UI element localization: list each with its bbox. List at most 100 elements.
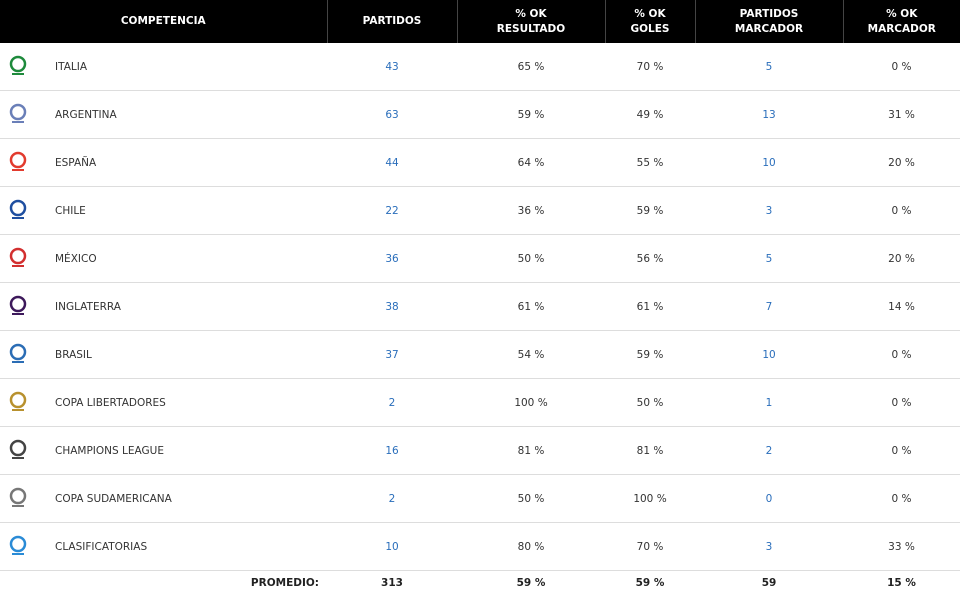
cell-text: 10 <box>762 156 776 169</box>
column-header: % OK MARCADOR <box>843 0 960 43</box>
cell-text: 50 % <box>636 396 664 409</box>
table-row: ESPAÑA 44 64 % 55 % 10 20 % <box>0 138 960 187</box>
cell-text: 36 % <box>517 204 545 217</box>
header-line: GOLES <box>630 22 670 35</box>
cell-text: INGLATERRA <box>55 300 121 313</box>
table-row: ARGENTINA 63 59 % 49 % 13 31 % <box>0 90 960 139</box>
cell-text: 100 % <box>514 396 548 409</box>
stat-cell: 81 % <box>457 426 605 475</box>
stat-cell: 5 <box>695 43 843 91</box>
stat-cell: 81 % <box>605 426 695 475</box>
cell-text: 38 <box>385 300 399 313</box>
league-logo <box>9 487 27 507</box>
cell-text: 0 % <box>891 396 912 409</box>
cell-text: 1 <box>765 396 773 409</box>
stat-cell: 20 % <box>843 138 960 187</box>
league-logo <box>9 439 27 459</box>
stat-cell: 0 % <box>843 378 960 427</box>
footer-cell: 59 <box>761 577 777 589</box>
stat-cell: 0 % <box>843 330 960 379</box>
stat-cell: 61 % <box>605 282 695 331</box>
league-logo <box>9 391 27 411</box>
cell-text: 50 % <box>517 252 545 265</box>
header-line: % OK <box>886 7 918 20</box>
cell-text: ITALIA <box>55 60 88 73</box>
cell-text: 81 % <box>636 444 664 457</box>
stat-cell: 10 <box>327 522 457 571</box>
cell-text: 16 <box>385 444 399 457</box>
column-header: COMPETENCIA <box>0 0 328 43</box>
cell-text: 43 <box>385 60 399 73</box>
stat-cell: 59 % <box>605 330 695 379</box>
cell-text: 100 % <box>633 492 667 505</box>
cell-text: 10 <box>385 540 399 553</box>
stat-cell: 5 <box>695 234 843 283</box>
cell-text: COPA LIBERTADORES <box>55 396 166 409</box>
header-line: RESULTADO <box>496 22 566 35</box>
competition-cell: COPA LIBERTADORES <box>0 378 327 427</box>
cell-text: 7 <box>765 300 773 313</box>
cell-text: CHILE <box>55 204 86 217</box>
stat-cell: 100 % <box>457 378 605 427</box>
stat-cell: 10 <box>695 330 843 379</box>
league-logo <box>9 343 27 363</box>
cell-text: 2 <box>388 396 396 409</box>
competition-cell: ITALIA <box>0 43 327 91</box>
stat-cell: 0 % <box>843 474 960 523</box>
league-logo <box>9 295 27 315</box>
league-logo <box>9 55 27 75</box>
header-line: PARTIDOS <box>739 7 799 20</box>
cell-text: ESPAÑA <box>55 156 97 169</box>
cell-text: 2 <box>388 492 396 505</box>
cell-text: 63 <box>385 108 399 121</box>
competition-cell: ESPAÑA <box>0 138 327 187</box>
header-row: COMPETENCIA PARTIDOS % OK RESULTADO % OK GOLE… <box>0 0 960 43</box>
stat-cell: 0 % <box>843 186 960 235</box>
cell-text: 49 % <box>636 108 664 121</box>
stat-cell: 36 <box>327 234 457 283</box>
cell-text: 2 <box>765 444 773 457</box>
cell-text: 65 % <box>517 60 545 73</box>
stat-cell: 14 % <box>843 282 960 331</box>
stat-cell: 2 <box>695 426 843 475</box>
cell-text: BRASIL <box>55 348 92 361</box>
stat-cell: 3 <box>695 522 843 571</box>
table-row: COPA LIBERTADORES 2 100 % 50 % 1 0 % <box>0 378 960 427</box>
cell-text: 20 % <box>888 252 915 265</box>
league-logo <box>9 151 27 171</box>
footer-cell: 59 % <box>516 577 546 589</box>
header-line: PARTIDOS <box>362 15 422 27</box>
stat-cell: 49 % <box>605 90 695 139</box>
cell-text: 59 % <box>636 204 664 217</box>
stat-cell: 1 <box>695 378 843 427</box>
cell-text: 59 % <box>636 348 664 361</box>
stat-cell: 61 % <box>457 282 605 331</box>
cell-text: 61 % <box>636 300 664 313</box>
header-line: % OK <box>515 7 547 20</box>
cell-text: 22 <box>385 204 399 217</box>
stat-cell: 33 % <box>843 522 960 571</box>
column-header: % OK GOLES <box>605 0 696 43</box>
cell-text: 56 % <box>636 252 664 265</box>
column-header: PARTIDOS <box>327 0 458 43</box>
header-line: COMPETENCIA <box>120 15 206 27</box>
stat-cell: 7 <box>695 282 843 331</box>
cell-text: ARGENTINA <box>55 108 117 121</box>
stat-cell: 70 % <box>605 43 695 91</box>
competition-cell: COPA SUDAMERICANA <box>0 474 327 523</box>
stat-cell: 65 % <box>457 43 605 91</box>
cell-text: 0 % <box>891 348 912 361</box>
league-logo <box>9 535 27 555</box>
stat-cell: 22 <box>327 186 457 235</box>
competition-cell: MÉXICO <box>0 234 327 283</box>
stat-cell: 70 % <box>605 522 695 571</box>
stat-cell: 0 % <box>843 43 960 91</box>
competition-cell: CHILE <box>0 186 327 235</box>
cell-text: 3 <box>765 540 773 553</box>
stat-cell: 54 % <box>457 330 605 379</box>
table-body: ITALIA 43 65 % 70 % 5 0 % ARGENTINA 63 59 % 49 % 1… <box>0 43 960 592</box>
cell-text: 50 % <box>517 492 545 505</box>
stat-cell: 56 % <box>605 234 695 283</box>
table-row: ITALIA 43 65 % 70 % 5 0 % <box>0 43 960 91</box>
footer-cell: 59 % <box>635 577 665 589</box>
